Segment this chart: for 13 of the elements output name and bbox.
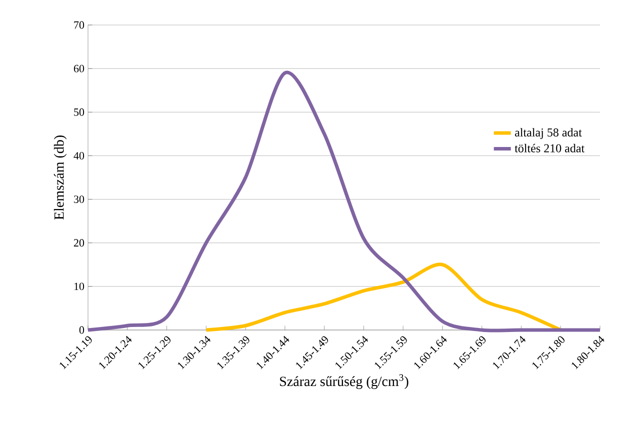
y-tick-label: 30	[74, 196, 84, 203]
y-tick-label: 40	[74, 152, 84, 160]
line-series	[204, 262, 562, 332]
y-tick-label: 50	[74, 108, 84, 116]
y-tick-label: 70	[74, 21, 84, 29]
y-tick-label: 10	[74, 282, 84, 290]
legend-label: altalaj 58 adat	[515, 128, 582, 139]
x-axis-title: Száraz sűrűség (g/cm$^{3}$)	[280, 374, 408, 389]
y-tick-label: 0	[79, 326, 84, 334]
y-axis-title: Elemszám (db)	[54, 136, 67, 220]
y-tick-label: 60	[74, 64, 84, 72]
y-tick-label: 20	[74, 239, 84, 247]
legend-label: töltés 210 adat	[514, 144, 585, 152]
